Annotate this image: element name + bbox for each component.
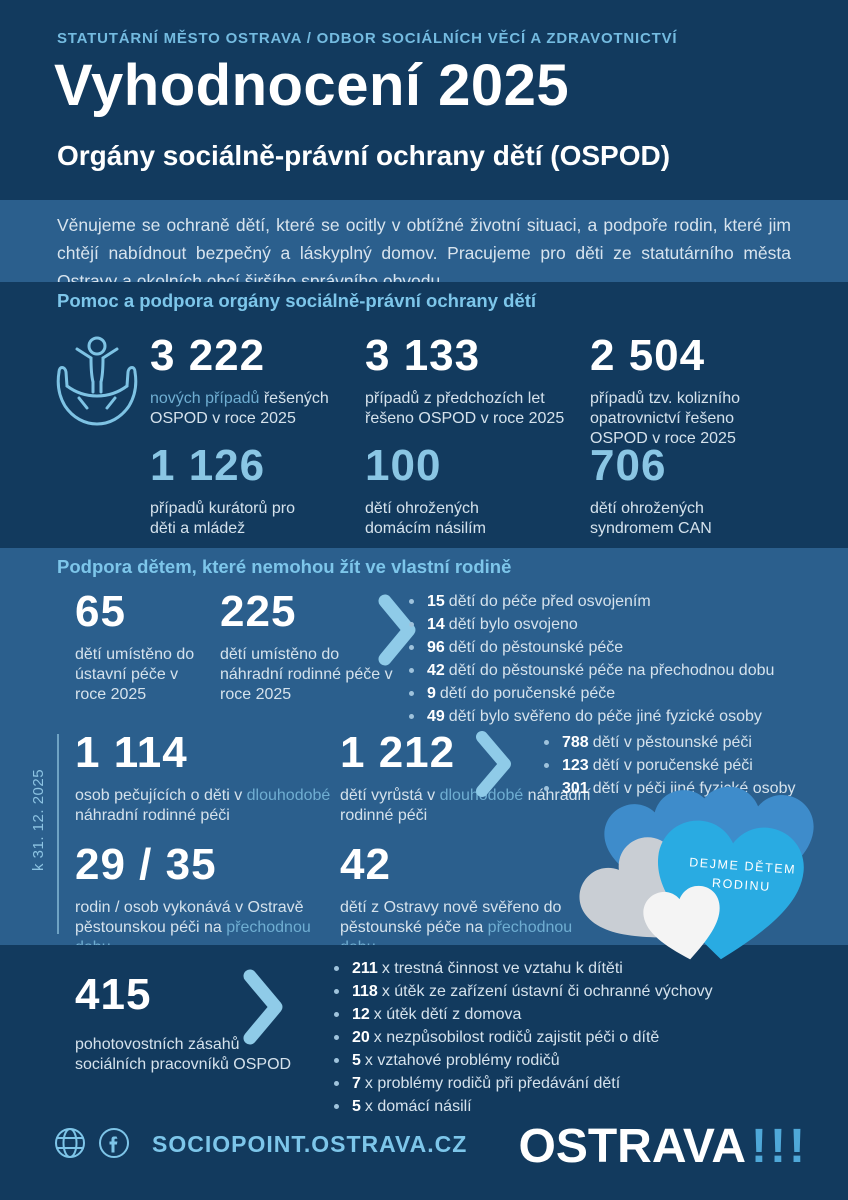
section-podpora-detem: Podpora dětem, které nemohou žít ve vlas… [0, 548, 848, 960]
stat-temporary-foster-families: 29 / 35 rodin / osob vykonává v Ostravě … [75, 843, 327, 958]
stat-label: dětí umístěno do ústavní péče v roce 202… [75, 646, 195, 703]
white-heart-icon [643, 885, 720, 960]
stat-value: 1 212 [340, 728, 456, 777]
stat-value: 1 126 [150, 441, 266, 490]
facebook-icon[interactable] [97, 1126, 131, 1160]
stat-value: 42 [340, 840, 391, 889]
sociopoint-link[interactable]: SOCIOPOINT.OSTRAVA.CZ [152, 1131, 468, 1157]
chevron-right-icon [476, 731, 511, 797]
page-subtitle: Orgány sociálně-právní ochrany dětí (OSP… [57, 140, 671, 171]
stat-label: dětí ohrožených domácím násilím [365, 500, 486, 537]
list-item: 14 dětí bylo osvojeno [405, 613, 825, 636]
stat-collision-guardianship: 2 504 případů tzv. kolizního opatrovnict… [590, 334, 790, 449]
stat-value: 415 [75, 970, 152, 1019]
stat-value: 1 114 [75, 728, 188, 777]
list-item: 123 dětí v poručenské péči [540, 754, 840, 777]
list-item: 788 dětí v pěstounské péči [540, 731, 840, 754]
stat-value: 225 [220, 587, 297, 636]
list-item: 211 x trestná činnost ve vztahu k dítěti [330, 957, 810, 980]
hearts-graphic: DEJME DĚTEM RODINU [579, 786, 845, 960]
intervention-bullet-list: 211 x trestná činnost ve vztahu k dítěti … [330, 957, 810, 1118]
list-item: 9 dětí do poručenské péče [405, 682, 825, 705]
list-item: 49 dětí bylo svěřeno do péče jiné fyzické… [405, 705, 825, 728]
stat-label: osob pečujících o děti v dlouhodobé náhr… [75, 787, 331, 824]
care-type-bullet-list: 788 dětí v pěstounské péči 123 dětí v poru… [540, 731, 840, 800]
list-item: 15 dětí do péče před osvojením [405, 590, 825, 613]
stat-new-cases: 3 222 nových případů řešených OSPOD v ro… [150, 334, 362, 429]
stat-curators: 1 126 případů kurátorů pro děti a mládež [150, 444, 315, 539]
hands-holding-child-icon [53, 334, 141, 436]
page-title: Vyhodnocení 2025 [54, 53, 570, 118]
stat-label: dětí vyrůstá v dlouhodobé náhradní rodin… [340, 787, 591, 824]
stat-label: nových případů řešených OSPOD v roce 202… [150, 390, 329, 427]
stat-label: případů kurátorů pro děti a mládež [150, 500, 295, 537]
stat-value: 29 / 35 [75, 840, 217, 889]
stat-institutional-care: 65 dětí umístěno do ústavní péče v roce … [75, 590, 213, 705]
header: STATUTÁRNÍ MĚSTO OSTRAVA / ODBOR SOCIÁLN… [0, 0, 848, 200]
stat-label: dětí z Ostravy nově svěřeno do pěstounsk… [340, 899, 573, 956]
stat-previous-cases: 3 133 případů z předchozích let řešeno O… [365, 334, 580, 429]
stat-value: 3 133 [365, 331, 481, 380]
placement-bullet-list: 15 dětí do péče před osvojením 14 dětí byl… [405, 590, 825, 728]
date-rail-line [57, 734, 59, 934]
stat-label: dětí umístěno do náhradní rodinné péče v… [220, 646, 393, 703]
logo-exclamations: !!! [751, 1120, 808, 1173]
section1-heading: Pomoc a podpora orgány sociálně-právní o… [57, 290, 537, 311]
list-item: 118 x útěk ze zařízení ústavní či ochrann… [330, 980, 810, 1003]
stat-value: 65 [75, 587, 126, 636]
stat-label: pohotovostních zásahů sociálních pracovn… [75, 1036, 292, 1073]
chevron-right-icon [243, 969, 283, 1045]
globe-icon[interactable] [53, 1126, 87, 1160]
intro-band: Věnujeme se ochraně dětí, které se ocitl… [0, 200, 848, 291]
stat-value: 100 [365, 441, 442, 490]
stat-value: 706 [590, 441, 667, 490]
list-item: 20 x nezpůsobilost rodičů zajistit péči o… [330, 1026, 810, 1049]
list-item: 42 dětí do pěstounské péče na přechodnou … [405, 659, 825, 682]
stat-newly-entrusted: 42 dětí z Ostravy nově svěřeno do pěstou… [340, 843, 592, 958]
section-zasahy: 415 pohotovostních zásahů sociálních pra… [0, 945, 848, 1200]
stat-can-syndrome: 706 dětí ohrožených syndromem CAN [590, 444, 765, 539]
eyebrow: STATUTÁRNÍ MĚSTO OSTRAVA / ODBOR SOCIÁLN… [57, 30, 678, 47]
stat-label: dětí ohrožených syndromem CAN [590, 500, 712, 537]
stat-children-longterm: 1 212 dětí vyrůstá v dlouhodobé náhradní… [340, 731, 595, 826]
ostrava-logo: OSTRAVA!!! [518, 1120, 808, 1173]
chevron-right-icon [378, 594, 416, 666]
list-item: 96 dětí do pěstounské péče [405, 636, 825, 659]
stat-value: 2 504 [590, 331, 706, 380]
stat-domestic-violence: 100 dětí ohrožených domácím násilím [365, 444, 530, 539]
section2-heading: Podpora dětem, které nemohou žít ve vlas… [57, 556, 512, 577]
date-note: k 31. 12. 2025 [30, 768, 47, 871]
list-item: 12 x útěk dětí z domova [330, 1003, 810, 1026]
stat-label: případů z předchozích let řešeno OSPOD v… [365, 390, 565, 427]
footer-social-icons [53, 1126, 133, 1162]
stat-value: 3 222 [150, 331, 266, 380]
stat-longterm-carers: 1 114 osob pečujících o děti v dlouhodob… [75, 731, 343, 826]
stat-emergency-interventions: 415 pohotovostních zásahů sociálních pra… [75, 973, 310, 1075]
stat-foster-family-care: 225 dětí umístěno do náhradní rodinné pé… [220, 590, 405, 705]
stat-label: případů tzv. kolizního opatrovnictví řeš… [590, 390, 741, 447]
section-pomoc-a-podpora: Pomoc a podpora orgány sociálně-právní o… [0, 282, 848, 548]
